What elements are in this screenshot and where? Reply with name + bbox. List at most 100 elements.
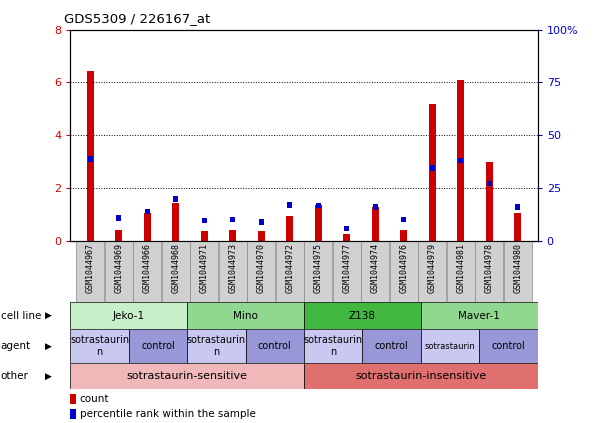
Bar [187,302,304,329]
Bar [276,241,304,302]
Text: GSM1044967: GSM1044967 [86,243,95,293]
Text: ▶: ▶ [45,371,51,381]
Bar [230,217,235,222]
Bar [70,302,187,329]
Bar [361,241,389,302]
Bar [419,241,446,302]
Bar [162,241,189,302]
Text: Mino: Mino [233,310,258,321]
Bar [479,329,538,363]
Bar [258,219,264,225]
Bar [421,302,538,329]
Text: sotrastaurin-sensitive: sotrastaurin-sensitive [126,371,247,381]
Bar [430,165,435,171]
Text: GSM1044979: GSM1044979 [428,243,437,293]
Bar [362,329,421,363]
Text: control: control [375,341,409,351]
Bar [316,203,321,209]
Bar [246,329,304,363]
Bar [421,329,479,363]
Bar [487,181,492,187]
Bar [87,156,93,162]
Bar [304,241,332,302]
Bar [371,207,379,241]
Bar [247,241,275,302]
Bar [70,363,304,389]
Text: GSM1044971: GSM1044971 [200,243,209,293]
Bar [104,241,133,302]
Text: GSM1044968: GSM1044968 [171,243,180,293]
Text: GSM1044972: GSM1044972 [285,243,295,293]
Bar [315,206,322,241]
Text: other: other [1,371,29,381]
Bar [304,363,538,389]
Bar [129,329,187,363]
Bar [333,241,360,302]
Text: GSM1044977: GSM1044977 [342,243,351,293]
Bar [447,241,475,302]
Bar [116,215,121,221]
Bar [187,329,246,363]
Bar [390,241,418,302]
Text: GSM1044973: GSM1044973 [229,243,237,293]
Bar [475,241,503,302]
Text: GSM1044974: GSM1044974 [371,243,379,293]
Bar [172,203,179,241]
Bar [145,209,150,214]
Text: ▶: ▶ [45,311,51,320]
Text: count: count [79,394,109,404]
Bar [202,217,207,223]
Text: cell line: cell line [1,310,41,321]
Bar [458,157,463,163]
Bar [343,233,350,241]
Text: sotrastaurin
n: sotrastaurin n [70,335,129,357]
Text: GSM1044980: GSM1044980 [513,243,522,293]
Text: Jeko-1: Jeko-1 [112,310,145,321]
Text: GSM1044966: GSM1044966 [143,243,152,293]
Text: GSM1044970: GSM1044970 [257,243,266,293]
Text: GDS5309 / 226167_at: GDS5309 / 226167_at [64,12,210,25]
Bar [76,241,104,302]
Bar [344,225,349,231]
Bar [286,216,293,241]
Bar [70,394,76,404]
Text: GSM1044975: GSM1044975 [313,243,323,293]
Bar [115,230,122,241]
Bar [503,241,532,302]
Bar [133,241,161,302]
Bar [486,162,493,241]
Bar [258,231,265,241]
Text: GSM1044969: GSM1044969 [114,243,123,293]
Bar [429,104,436,241]
Bar [173,196,178,202]
Bar [304,302,421,329]
Bar [304,329,362,363]
Text: GSM1044976: GSM1044976 [399,243,408,293]
Text: GSM1044978: GSM1044978 [485,243,494,293]
Bar [373,204,378,210]
Text: agent: agent [1,341,31,351]
Bar [400,230,408,241]
Bar [70,409,76,419]
Text: percentile rank within the sample: percentile rank within the sample [79,409,255,419]
Text: sotrastaurin
n: sotrastaurin n [304,335,363,357]
Bar [229,230,236,241]
Bar [200,231,208,241]
Text: Z138: Z138 [349,310,376,321]
Bar [70,329,129,363]
Text: GSM1044981: GSM1044981 [456,243,465,293]
Bar [514,213,521,241]
Bar [190,241,218,302]
Bar [144,213,151,241]
Text: control: control [492,341,525,351]
Bar [457,80,464,241]
Text: sotrastaurin: sotrastaurin [425,341,475,351]
Text: control: control [141,341,175,351]
Bar [87,71,93,241]
Bar [287,202,292,208]
Bar [401,217,406,222]
Text: sotrastaurin
n: sotrastaurin n [187,335,246,357]
Text: control: control [258,341,291,351]
Bar [515,204,521,210]
Text: ▶: ▶ [45,341,51,351]
